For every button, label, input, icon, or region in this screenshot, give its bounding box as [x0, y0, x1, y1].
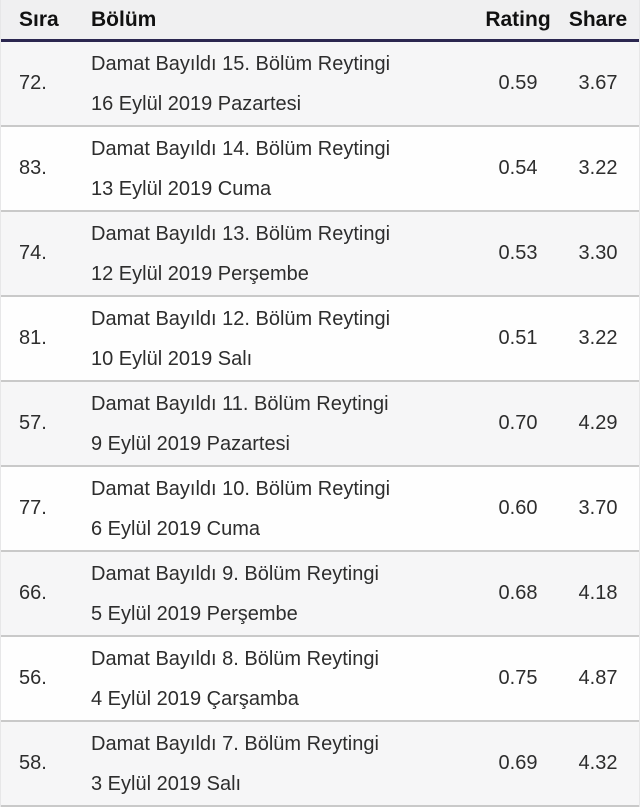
rank-cell: 77.	[19, 497, 47, 519]
episode-title: Damat Bayıldı 15. Bölüm Reytingi	[91, 52, 391, 75]
rating-cell: 0.69	[498, 752, 538, 774]
episode-date: 10 Eylül 2019 Salı	[91, 347, 253, 370]
share-cell: 4.32	[578, 752, 618, 774]
episode-cell: Damat Bayıldı 7. Bölüm Reytingi 3 Eylül …	[91, 722, 479, 805]
episode-cell: Damat Bayıldı 12. Bölüm Reytingi 10 Eylü…	[91, 297, 479, 380]
episode-date: 4 Eylül 2019 Çarşamba	[91, 687, 299, 710]
rating-cell: 0.54	[498, 157, 538, 179]
column-header-rating: Rating	[485, 7, 551, 31]
share-cell: 4.29	[578, 412, 618, 434]
table-row: 72. Damat Bayıldı 15. Bölüm Reytingi 16 …	[1, 42, 639, 127]
episode-date: 16 Eylül 2019 Pazartesi	[91, 92, 302, 115]
table-header: Sıra Bölüm Rating Share	[1, 0, 639, 42]
table-row: 81. Damat Bayıldı 12. Bölüm Reytingi 10 …	[1, 297, 639, 382]
rank-cell: 81.	[19, 327, 47, 349]
episode-cell: Damat Bayıldı 10. Bölüm Reytingi 6 Eylül…	[91, 467, 479, 550]
episode-cell: Damat Bayıldı 9. Bölüm Reytingi 5 Eylül …	[91, 552, 479, 635]
share-cell: 4.18	[578, 582, 618, 604]
table-row: 57. Damat Bayıldı 11. Bölüm Reytingi 9 E…	[1, 382, 639, 467]
rating-cell: 0.60	[498, 497, 538, 519]
table-row: 83. Damat Bayıldı 14. Bölüm Reytingi 13 …	[1, 127, 639, 212]
rating-cell: 0.59	[498, 72, 538, 94]
share-cell: 3.70	[578, 497, 618, 519]
episode-title: Damat Bayıldı 11. Bölüm Reytingi	[91, 392, 389, 415]
table-row: 77. Damat Bayıldı 10. Bölüm Reytingi 6 E…	[1, 467, 639, 552]
rating-cell: 0.53	[498, 242, 538, 264]
episode-cell: Damat Bayıldı 8. Bölüm Reytingi 4 Eylül …	[91, 637, 479, 720]
rating-cell: 0.51	[498, 327, 538, 349]
episode-date: 3 Eylül 2019 Salı	[91, 772, 242, 795]
episode-date: 13 Eylül 2019 Cuma	[91, 177, 272, 200]
table-row: 56. Damat Bayıldı 8. Bölüm Reytingi 4 Ey…	[1, 637, 639, 722]
episode-title: Damat Bayıldı 12. Bölüm Reytingi	[91, 307, 391, 330]
share-cell: 3.22	[578, 157, 618, 179]
episode-cell: Damat Bayıldı 13. Bölüm Reytingi 12 Eylü…	[91, 212, 479, 295]
share-cell: 4.87	[578, 667, 618, 689]
rank-cell: 72.	[19, 72, 47, 94]
table-body: 72. Damat Bayıldı 15. Bölüm Reytingi 16 …	[1, 42, 639, 807]
episode-cell: Damat Bayıldı 14. Bölüm Reytingi 13 Eylü…	[91, 127, 479, 210]
share-cell: 3.22	[578, 327, 618, 349]
table-row: 74. Damat Bayıldı 13. Bölüm Reytingi 12 …	[1, 212, 639, 297]
episode-date: 9 Eylül 2019 Pazartesi	[91, 432, 291, 455]
episode-title: Damat Bayıldı 9. Bölüm Reytingi	[91, 562, 379, 585]
share-cell: 3.30	[578, 242, 618, 264]
rank-cell: 58.	[19, 752, 47, 774]
episode-cell: Damat Bayıldı 11. Bölüm Reytingi 9 Eylül…	[91, 382, 479, 465]
episode-title: Damat Bayıldı 7. Bölüm Reytingi	[91, 732, 379, 755]
column-header-share: Share	[568, 7, 628, 31]
table-row: 66. Damat Bayıldı 9. Bölüm Reytingi 5 Ey…	[1, 552, 639, 637]
column-header-bolum: Bölüm	[91, 7, 157, 31]
episode-title: Damat Bayıldı 10. Bölüm Reytingi	[91, 477, 391, 500]
episode-title: Damat Bayıldı 13. Bölüm Reytingi	[91, 222, 391, 245]
share-cell: 3.67	[578, 72, 618, 94]
episode-title: Damat Bayıldı 8. Bölüm Reytingi	[91, 647, 379, 670]
column-header-sira: Sıra	[19, 7, 59, 31]
episode-date: 6 Eylül 2019 Cuma	[91, 517, 260, 540]
rating-cell: 0.68	[498, 582, 538, 604]
rank-cell: 74.	[19, 242, 47, 264]
rank-cell: 56.	[19, 667, 47, 689]
episode-date: 12 Eylül 2019 Perşembe	[91, 262, 309, 285]
rating-cell: 0.75	[498, 667, 538, 689]
rank-cell: 66.	[19, 582, 47, 604]
rank-cell: 57.	[19, 412, 47, 434]
rating-cell: 0.70	[498, 412, 538, 434]
table-row: 58. Damat Bayıldı 7. Bölüm Reytingi 3 Ey…	[1, 722, 639, 807]
episode-title: Damat Bayıldı 14. Bölüm Reytingi	[91, 137, 391, 160]
rank-cell: 83.	[19, 157, 47, 179]
episode-cell: Damat Bayıldı 15. Bölüm Reytingi 16 Eylü…	[91, 42, 479, 125]
episode-date: 5 Eylül 2019 Perşembe	[91, 602, 298, 625]
